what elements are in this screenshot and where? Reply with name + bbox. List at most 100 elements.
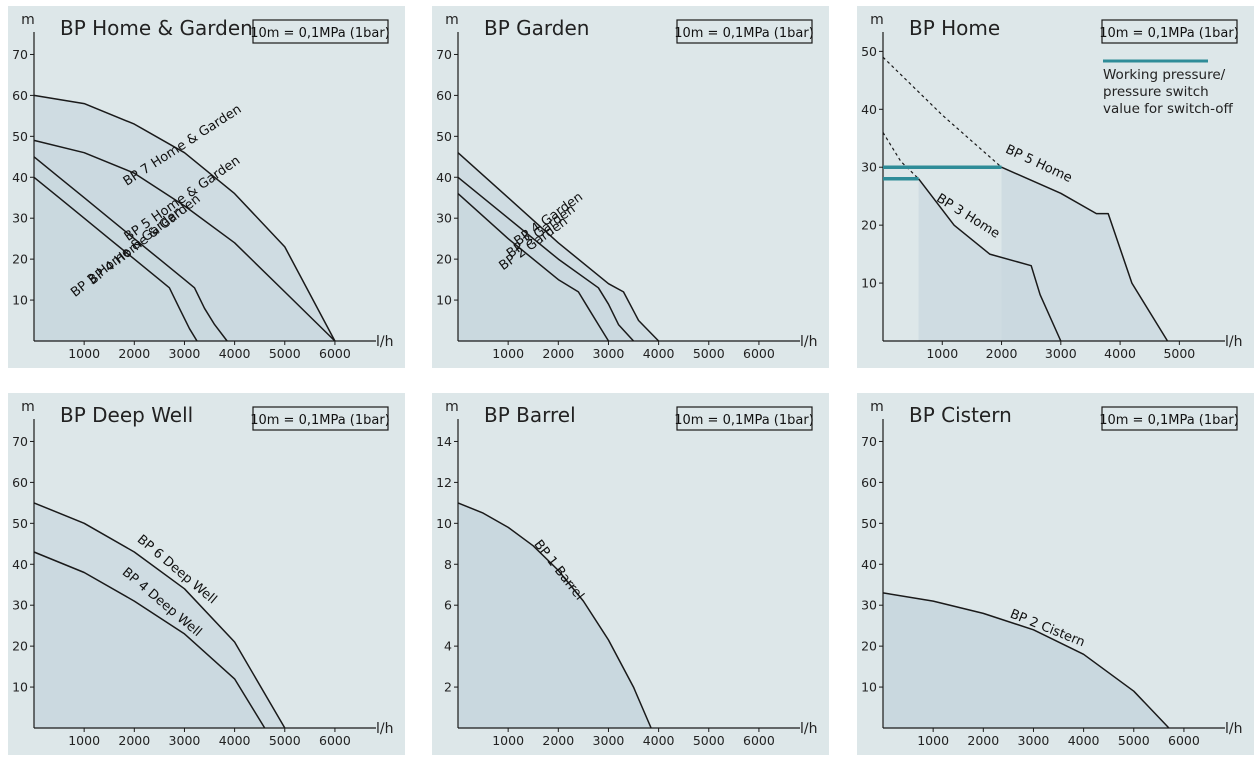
y-tick-label: 14 — [436, 434, 452, 449]
y-axis-label: m — [445, 399, 459, 415]
curve-fill — [918, 178, 1061, 341]
x-tick-label: 3000 — [593, 346, 625, 361]
y-tick-label: 20 — [12, 252, 28, 267]
curve-fill — [458, 193, 609, 341]
series-line — [457, 502, 652, 729]
dashed-curve — [882, 56, 1002, 168]
x-tick-label: 5000 — [1163, 346, 1195, 361]
unit-note: 10m = 0,1MPa (1bar) — [1099, 413, 1239, 428]
unit-note-box — [676, 19, 813, 44]
y-tick-label: 10 — [436, 516, 452, 531]
x-tick-label: 1000 — [492, 733, 524, 748]
unit-note-box — [1101, 406, 1238, 431]
y-tick-label: 10 — [12, 293, 28, 308]
x-tick-label: 6000 — [319, 733, 351, 748]
chart-title: BP Barrel — [484, 403, 576, 427]
y-tick-label: 20 — [436, 252, 452, 267]
x-axis-label: l/h — [800, 334, 817, 350]
y-tick-label: 30 — [12, 598, 28, 613]
y-axis-label: m — [21, 399, 35, 415]
y-tick-label: 12 — [436, 475, 452, 490]
x-tick-label: 1000 — [68, 346, 100, 361]
x-tick-label: 3000 — [1045, 346, 1077, 361]
chart-title: BP Cistern — [909, 403, 1012, 427]
y-axis-label: m — [21, 12, 35, 28]
x-axis-label: l/h — [376, 721, 393, 737]
legend-label: Working pressure/ — [1103, 67, 1226, 83]
curve-fill — [1001, 167, 1168, 341]
chart-panel-garden: 10 20 30 40 50 60 70 1000 2000 3000 4000 5000 6000 m l… — [432, 6, 829, 368]
x-tick-label: 5000 — [1118, 733, 1150, 748]
series-line — [1001, 166, 1169, 342]
y-tick-label: 20 — [12, 639, 28, 654]
chart-svg: 10 20 30 40 50 60 70 1000 2000 3000 4000 5000 6000 m l… — [12, 12, 393, 361]
y-tick-label: 30 — [861, 598, 877, 613]
x-axis-label: l/h — [1225, 334, 1242, 350]
chart-svg: 10 20 30 40 50 60 70 1000 2000 3000 4000 5000 6000 m l… — [861, 399, 1242, 748]
legend-label: pressure switch — [1103, 84, 1209, 100]
y-tick-label: 70 — [861, 434, 877, 449]
curve-fill — [34, 177, 197, 341]
y-tick-label: 10 — [861, 276, 877, 291]
y-tick-label: 60 — [436, 88, 452, 103]
series-line — [33, 139, 336, 342]
y-tick-label: 20 — [861, 218, 877, 233]
y-tick-label: 50 — [12, 516, 28, 531]
chart-panel-deep-well: 10 20 30 40 50 60 70 1000 2000 3000 4000 5000 6000 m l… — [8, 393, 405, 755]
x-tick-label: 2000 — [542, 346, 574, 361]
y-tick-label: 40 — [12, 557, 28, 572]
chart-panel-barrel: 2 4 6 8 10 12 14 1000 2000 3000 4000 5000 6000 m l/h BP… — [432, 393, 829, 755]
unit-note: 10m = 0,1MPa (1bar) — [250, 413, 390, 428]
y-tick-label: 60 — [12, 88, 28, 103]
x-tick-label: 5000 — [269, 733, 301, 748]
y-tick-label: 10 — [12, 680, 28, 695]
y-tick-label: 70 — [436, 47, 452, 62]
series-line — [33, 156, 228, 342]
chart-title: BP Deep Well — [60, 403, 193, 427]
series-line — [457, 193, 610, 342]
y-tick-label: 30 — [436, 211, 452, 226]
x-tick-label: 4000 — [1068, 733, 1100, 748]
y-tick-label: 30 — [861, 160, 877, 175]
x-tick-label: 4000 — [643, 346, 675, 361]
x-axis-label: l/h — [376, 334, 393, 350]
y-tick-label: 2 — [444, 680, 452, 695]
curve-fill — [883, 592, 1169, 728]
x-tick-label: 5000 — [269, 346, 301, 361]
unit-note-box — [252, 406, 389, 431]
chart-title: BP Home — [909, 16, 1000, 40]
chart-svg: 10 20 30 40 50 60 70 1000 2000 3000 4000 5000 6000 m l… — [436, 12, 817, 361]
x-tick-label: 6000 — [319, 346, 351, 361]
series-line — [33, 551, 266, 729]
x-tick-label: 3000 — [1018, 733, 1050, 748]
x-tick-label: 4000 — [219, 346, 251, 361]
y-tick-label: 20 — [861, 639, 877, 654]
y-tick-label: 60 — [861, 475, 877, 490]
x-tick-label: 4000 — [643, 733, 675, 748]
series-line — [918, 178, 1062, 342]
y-tick-label: 10 — [436, 293, 452, 308]
x-tick-label: 3000 — [169, 733, 201, 748]
y-tick-label: 50 — [861, 44, 877, 59]
x-tick-label: 1000 — [492, 346, 524, 361]
series-line — [33, 94, 336, 342]
y-tick-label: 8 — [444, 557, 452, 572]
y-tick-label: 50 — [436, 129, 452, 144]
unit-note: 10m = 0,1MPa (1bar) — [674, 26, 814, 41]
y-tick-label: 4 — [444, 639, 452, 654]
x-axis-label: l/h — [800, 721, 817, 737]
y-tick-label: 50 — [861, 516, 877, 531]
unit-note-box — [1101, 19, 1238, 44]
legend-label: value for switch-off — [1103, 101, 1233, 117]
y-axis-label: m — [445, 12, 459, 28]
x-tick-label: 4000 — [1104, 346, 1136, 361]
x-tick-label: 3000 — [593, 733, 625, 748]
y-tick-label: 50 — [12, 129, 28, 144]
series-line — [457, 152, 660, 342]
x-tick-label: 2000 — [118, 346, 150, 361]
curve-fill — [458, 502, 652, 728]
x-tick-label: 5000 — [693, 733, 725, 748]
y-tick-label: 70 — [12, 47, 28, 62]
curve-fill — [34, 552, 265, 728]
chart-svg: 10 20 30 40 50 60 70 1000 2000 3000 4000 5000 6000 m l… — [12, 399, 393, 748]
